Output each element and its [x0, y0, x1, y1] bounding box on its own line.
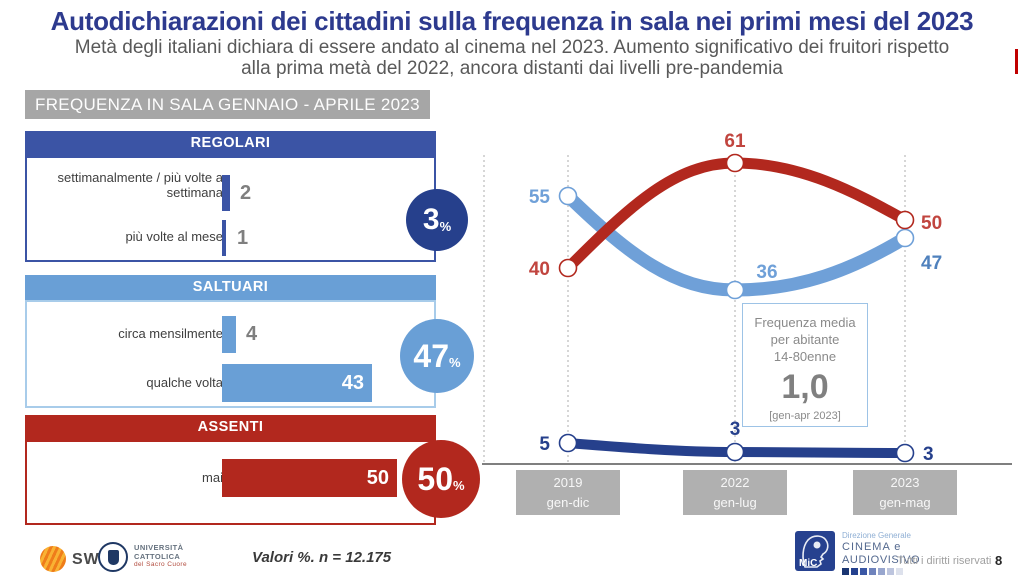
bar-circa-mensilmente	[222, 316, 236, 353]
total-badge-saltuari: 47%	[400, 319, 474, 393]
xtick-2019: 2019 gen-dic	[516, 470, 620, 515]
bar-label: mai	[202, 470, 223, 485]
bar-label: circa mensilmente	[118, 326, 223, 341]
mic-audiovisivo-line: AUDIOVISIVO	[842, 554, 921, 566]
annotation-line: per abitante	[770, 332, 840, 347]
page-number: 8	[995, 553, 1003, 568]
mic-gradient-squares-icon	[842, 568, 903, 575]
left-chart-title: FREQUENZA IN SALA GENNAIO - APRILE 2023	[25, 90, 430, 119]
percent-sign: %	[439, 218, 452, 234]
bar-qualche-volta: 43	[222, 364, 372, 402]
university-line: CATTOLICA	[134, 551, 181, 561]
xtick-year: 2019	[553, 475, 583, 490]
total-badge-assenti: 50%	[402, 440, 480, 518]
bar-value: 43	[341, 371, 364, 394]
data-labels: 55 36 47 40 61 50 5 3 3	[529, 131, 942, 465]
total-value: 50	[417, 460, 454, 497]
bar-mai: 50	[222, 459, 397, 497]
xtick-year: 2022	[720, 475, 750, 490]
label-darkblue-2022: 3	[730, 419, 741, 440]
data-point-markers	[558, 153, 915, 463]
annotation-value: 1,0	[781, 368, 829, 406]
section-header-saltuari: SALTUARI	[25, 275, 436, 300]
bar-piu-volte-mese	[222, 220, 226, 256]
red-edge-tick	[1015, 49, 1018, 74]
swg-logo-icon	[40, 546, 66, 572]
trend-line-chart: 55 36 47 40 61 50 5 3 3	[482, 131, 1012, 465]
gridlines	[483, 155, 906, 464]
annotation-frequenza-media: Frequenza media per abitante 14-80enne 1…	[742, 303, 868, 427]
xtick-months: gen-dic	[546, 495, 590, 511]
section-box-saltuari: circa mensilmente 4 qualche volta 43	[25, 300, 436, 408]
line-light-blue	[561, 189, 912, 297]
annotation-line: 14-80enne	[773, 349, 837, 364]
xtick-year: 2023	[890, 475, 920, 490]
annotation-period: [gen-apr 2023]	[769, 410, 841, 422]
section-box-regolari: settimanalmente / più volte a settimana …	[25, 156, 436, 262]
mic-cinema-line: CINEMA e	[842, 541, 902, 553]
universita-cattolica-emblem-icon	[98, 542, 128, 572]
bar-value: 1	[237, 227, 249, 249]
sample-note: Valori %. n = 12.175	[252, 549, 392, 566]
xtick-2023: 2023 gen-mag	[853, 470, 957, 515]
mic-direzione-generale: Direzione Generale	[842, 531, 911, 540]
bar-value: 2	[240, 182, 252, 204]
university-line: del Sacro Cuore	[134, 561, 187, 568]
university-line: UNIVERSITÀ	[134, 543, 184, 552]
mic-logo-text: MiC	[799, 558, 818, 569]
bar-label: qualche volta	[146, 375, 223, 390]
label-lightblue-2019: 55	[529, 187, 551, 208]
shield-icon	[107, 549, 119, 565]
total-badge-regolari: 3%	[406, 189, 468, 251]
mic-logo: MiC	[795, 531, 835, 571]
section-box-assenti: mai 50	[25, 440, 436, 525]
bar-value: 4	[246, 323, 258, 345]
bar-value: 50	[366, 466, 389, 489]
xtick-months: gen-mag	[879, 495, 931, 511]
universita-cattolica-text: UNIVERSITÀ CATTOLICA del Sacro Cuore	[134, 543, 187, 570]
label-darkblue-2023: 3	[923, 444, 934, 465]
label-red-2023: 50	[921, 213, 942, 234]
xtick-months: gen-lug	[713, 495, 757, 511]
line-red	[562, 157, 911, 274]
percent-sign: %	[453, 477, 465, 493]
page-subtitle: Metà degli italiani dichiara di essere a…	[74, 37, 950, 79]
annotation-line: Frequenza media	[754, 315, 856, 330]
label-lightblue-2022: 36	[756, 262, 777, 283]
percent-sign: %	[449, 354, 461, 370]
page-title: Autodichiarazioni dei cittadini sulla fr…	[50, 6, 974, 36]
rights-text: Tutti i diritti riservati	[897, 555, 992, 567]
total-value: 3	[422, 203, 440, 236]
profile-face-icon	[802, 535, 829, 568]
label-red-2019: 40	[529, 259, 550, 280]
section-header-regolari: REGOLARI	[25, 131, 436, 156]
label-lightblue-2023: 47	[921, 253, 942, 274]
xtick-2022: 2022 gen-lug	[683, 470, 787, 515]
bar-settimanalmente	[222, 175, 230, 211]
label-red-2022: 61	[724, 131, 746, 152]
bar-label: più volte al mese	[125, 229, 223, 244]
label-darkblue-2019: 5	[539, 434, 550, 455]
section-header-assenti: ASSENTI	[25, 415, 436, 440]
total-value: 47	[413, 337, 450, 374]
bar-label: settimanalmente / più volte a settimana	[57, 170, 223, 200]
